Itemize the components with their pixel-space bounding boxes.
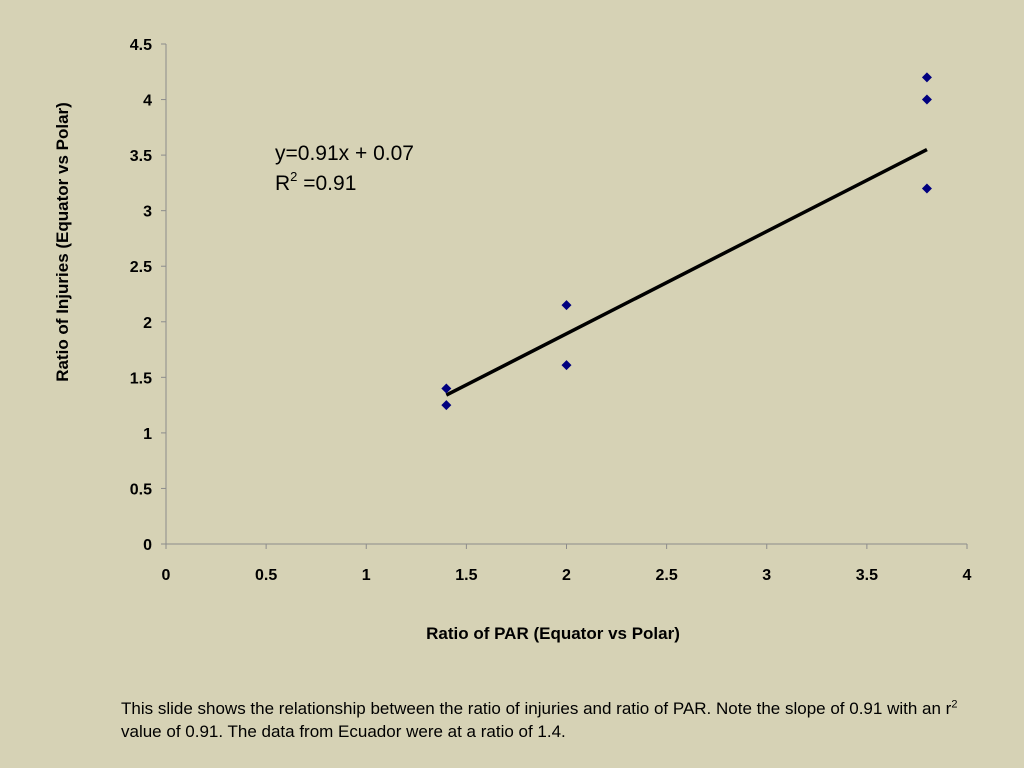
x-tick-label: 0.5 xyxy=(255,567,277,584)
caption-superscript: 2 xyxy=(951,698,958,711)
scatter-chart: 0 0.5 1 1.5 2 2.5 3 3.5 4 4.5 0 0.5 1 1.5 2 2.5 3 3.5 4 Ra… xyxy=(53,37,972,643)
y-tick-label: 3 xyxy=(143,204,152,221)
data-point xyxy=(561,360,572,371)
x-tick-label: 1 xyxy=(362,567,371,584)
x-tick-label: 1.5 xyxy=(455,567,477,584)
x-tick-label: 4 xyxy=(963,567,972,584)
data-point xyxy=(921,94,932,105)
plot-area: 0 0.5 1 1.5 2 2.5 3 3.5 4 4.5 0 0.5 1 1.5 2 2.5 3 3.5 4 xyxy=(130,37,972,584)
caption-text-part1: This slide shows the relationship betwee… xyxy=(121,699,952,718)
y-tick-label: 4.5 xyxy=(130,37,152,54)
y-tick-label: 4 xyxy=(143,93,152,110)
y-tick-label: 1 xyxy=(143,426,152,443)
y-axis-title: Ratio of Injuries (Equator vs Polar) xyxy=(53,102,72,382)
y-tick-label: 3.5 xyxy=(130,148,152,165)
x-tick-label: 3.5 xyxy=(856,567,878,584)
y-tick-label: 0 xyxy=(143,537,152,554)
slide-caption: This slide shows the relationship betwee… xyxy=(121,697,961,743)
r-squared-superscript: 2 xyxy=(290,169,297,184)
y-tick-label: 2.5 xyxy=(130,259,152,276)
r-squared-label: R2 =0.91 xyxy=(275,169,356,195)
r-squared-prefix: R xyxy=(275,172,290,195)
y-tick-label: 2 xyxy=(143,315,152,332)
data-point xyxy=(441,383,452,394)
y-tick-label: 0.5 xyxy=(130,481,152,498)
data-point xyxy=(921,183,932,194)
x-tick-label: 3 xyxy=(762,567,771,584)
data-point xyxy=(441,400,452,411)
trendline xyxy=(445,147,928,397)
trendline-equation: y=0.91x + 0.07 xyxy=(275,142,414,165)
x-tick-label: 2.5 xyxy=(656,567,678,584)
x-tick-label: 0 xyxy=(162,567,171,584)
data-point xyxy=(561,300,572,311)
y-tick-label: 1.5 xyxy=(130,370,152,387)
caption-text-part2: value of 0.91. The data from Ecuador wer… xyxy=(121,722,566,741)
x-axis-title: Ratio of PAR (Equator vs Polar) xyxy=(426,624,680,643)
x-tick-label: 2 xyxy=(562,567,571,584)
data-point xyxy=(921,72,932,83)
r-squared-value: =0.91 xyxy=(297,172,356,195)
